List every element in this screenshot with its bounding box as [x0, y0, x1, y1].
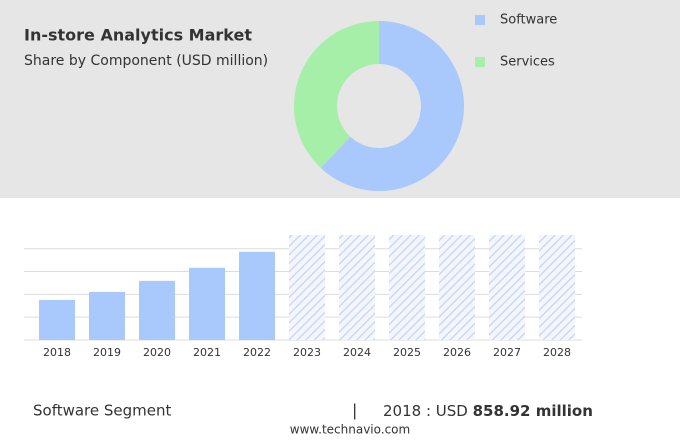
x-tick-label: 2025 [393, 346, 421, 359]
legend-swatch [475, 15, 485, 25]
legend-label: Software [500, 13, 557, 28]
legend-swatch [475, 57, 485, 67]
chart-title: In-store Analytics Market [24, 26, 252, 45]
x-tick-label: 2019 [93, 346, 121, 359]
forecast-bar [289, 235, 325, 340]
x-tick-label: 2024 [343, 346, 371, 359]
x-tick-label: 2023 [293, 346, 321, 359]
forecast-bar [489, 235, 525, 340]
x-tick-label: 2020 [143, 346, 171, 359]
year-text: 2018 : USD [383, 402, 468, 420]
donut [294, 21, 465, 192]
x-tick-label: 2026 [443, 346, 471, 359]
bar [89, 291, 125, 340]
bar [39, 299, 75, 340]
segment-label: Software Segment [33, 402, 172, 420]
x-tick-label: 2018 [43, 346, 71, 359]
donut-slice [320, 21, 465, 192]
x-tick-label: 2028 [543, 346, 571, 359]
donut-slice [294, 21, 379, 168]
forecast-bar [439, 235, 475, 340]
bar-chart: 2018 2019 2020 2021 2022 2023 2024 2025 2026 2027… [24, 235, 582, 359]
x-tick-label: 2022 [243, 346, 271, 359]
separator: | [352, 401, 357, 420]
legend: Software Services [475, 13, 557, 70]
bar [239, 251, 275, 340]
site: www.technavio.com [290, 423, 410, 437]
legend-label: Services [500, 55, 555, 70]
footer-value: 2018 : USD 858.92 million [383, 402, 593, 420]
forecast-bar [339, 235, 375, 340]
x-tick-label: 2021 [193, 346, 221, 359]
x-tick-label: 2027 [493, 346, 521, 359]
bar [189, 267, 225, 340]
bar [139, 280, 175, 340]
value-text: 858.92 million [473, 402, 593, 420]
forecast-bar [539, 235, 575, 340]
forecast-bar [389, 235, 425, 340]
chart-subtitle: Share by Component (USD million) [24, 53, 268, 69]
